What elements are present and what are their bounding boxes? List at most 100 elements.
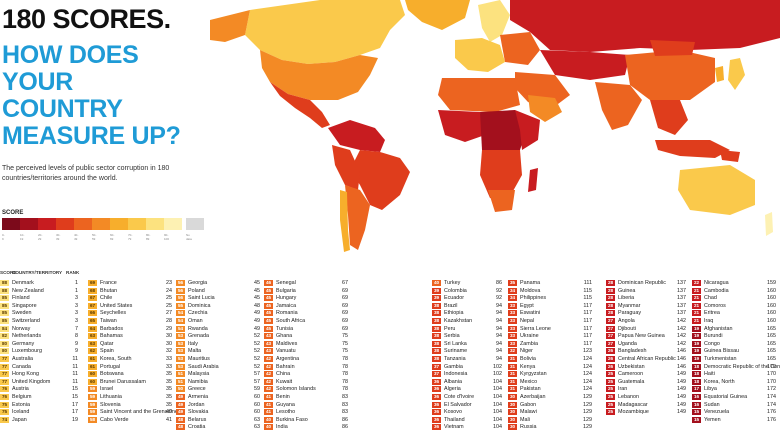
legend-swatch — [20, 218, 38, 230]
score-badge: 16 — [692, 401, 701, 408]
country-rank: 142 — [677, 340, 686, 347]
header-country: COUNTRY/TERRITORY — [12, 270, 63, 275]
score-badge: 36 — [432, 401, 441, 408]
score-badge: 41 — [264, 409, 273, 416]
country-rank: 117 — [583, 310, 592, 317]
legend-tick-label: 0-9 — [2, 233, 5, 241]
score-badge: 38 — [432, 318, 441, 324]
western-europe-shape — [455, 38, 505, 72]
score-badge: 45 — [264, 287, 273, 294]
country-rank: 1 — [75, 287, 78, 294]
country-name: Belgium — [12, 394, 32, 400]
legend-tick-label: 20-29 — [38, 233, 43, 241]
country-name: Burkina Faso — [276, 416, 308, 423]
score-badge: 38 — [432, 356, 441, 362]
country-name: Eritrea — [704, 310, 720, 317]
country-rank: 137 — [677, 295, 686, 302]
score-badge: 33 — [508, 325, 517, 332]
country-name: Tanzania — [444, 356, 466, 362]
legend-tick-label: 90-100 — [164, 233, 170, 241]
country-name: Estonia — [12, 401, 30, 408]
country-name: Russia — [520, 424, 537, 431]
country-rank: 75 — [342, 333, 348, 340]
page-subtitle: HOW DOES YOUR COUNTRY MEASURE UP? — [2, 41, 181, 150]
scandinavia-shape — [478, 0, 510, 42]
score-badge: 26 — [606, 348, 615, 355]
country-name: Netherlands — [12, 333, 42, 340]
country-rank: 165 — [767, 348, 776, 355]
country-name: Yemen — [704, 416, 721, 423]
country-rank: 137 — [677, 302, 686, 309]
country-name: Guinea Bissau — [704, 348, 740, 355]
country-rank: 142 — [677, 333, 686, 340]
country-name: Qatar — [100, 340, 114, 347]
country-name: Ukraine — [520, 333, 539, 340]
score-badge: 39 — [432, 287, 441, 294]
score-badge: 67 — [88, 295, 97, 302]
score-badge: 82 — [0, 333, 9, 340]
page-title: 180 SCORES. — [2, 4, 171, 34]
country-name: Pakistan — [520, 386, 541, 393]
country-rank: 3 — [75, 318, 78, 324]
country-name: Senegal — [276, 280, 296, 286]
legend-swatch — [92, 218, 110, 230]
country-rank: 117 — [583, 302, 592, 309]
country-name: Brunei Darussalam — [100, 378, 146, 385]
score-badge: 15 — [692, 416, 701, 423]
country-rank: 165 — [767, 340, 776, 347]
country-rank: 69 — [342, 310, 348, 317]
country-rank: 52 — [254, 340, 260, 347]
score-badge: 19 — [692, 333, 701, 340]
score-badge: 88 — [0, 280, 9, 286]
country-name: Kyrgyzstan — [520, 371, 547, 378]
country-rank: 142 — [677, 318, 686, 324]
score-badge: 56 — [176, 280, 185, 286]
country-rank: 8 — [75, 333, 78, 340]
score-badge: 62 — [88, 348, 97, 355]
country-rank: 104 — [493, 394, 502, 400]
country-rank: 83 — [342, 394, 348, 400]
country-name: Gambia — [444, 363, 463, 370]
legend-swatch — [186, 218, 204, 230]
country-rank: 83 — [342, 401, 348, 408]
country-rank: 69 — [342, 325, 348, 332]
country-rank: 115 — [583, 287, 592, 294]
country-rank: 28 — [166, 318, 172, 324]
score-badge: 41 — [264, 401, 273, 408]
score-badge: 45 — [264, 318, 273, 324]
country-rank: 124 — [583, 386, 592, 393]
score-badge: 30 — [508, 401, 517, 408]
score-badge: 38 — [432, 333, 441, 340]
country-name: Spain — [100, 348, 114, 355]
png-shape — [720, 150, 740, 162]
score-badge: 30 — [508, 409, 517, 416]
country-rank: 102 — [493, 363, 502, 370]
score-badge: 80 — [0, 348, 9, 355]
country-rank: 57 — [254, 378, 260, 385]
country-rank: 115 — [583, 295, 592, 302]
country-rank: 165 — [767, 333, 776, 340]
score-badge: 18 — [692, 378, 701, 385]
country-name: Dominican Republic — [618, 280, 666, 286]
country-rank: 159 — [767, 280, 776, 286]
country-rank: 104 — [493, 401, 502, 408]
country-rank: 78 — [342, 356, 348, 362]
score-badge: 54 — [176, 325, 185, 332]
score-badge: 53 — [176, 356, 185, 362]
score-badge: 38 — [432, 340, 441, 347]
country-rank: 69 — [342, 302, 348, 309]
country-rank: 104 — [493, 416, 502, 423]
country-name: Belarus — [188, 416, 207, 423]
country-name: Norway — [12, 325, 31, 332]
country-rank: 30 — [166, 340, 172, 347]
score-badge: 31 — [508, 363, 517, 370]
country-name: Equatorial Guinea — [704, 394, 748, 400]
country-rank: 49 — [254, 325, 260, 332]
country-rank: 35 — [166, 394, 172, 400]
country-name: Vietnam — [444, 424, 464, 431]
usa-shape — [260, 50, 378, 100]
country-name: Grenada — [188, 333, 209, 340]
east-africa-shape — [515, 110, 540, 150]
peru-bolivia-shape — [332, 145, 360, 190]
country-rank: 104 — [493, 386, 502, 393]
